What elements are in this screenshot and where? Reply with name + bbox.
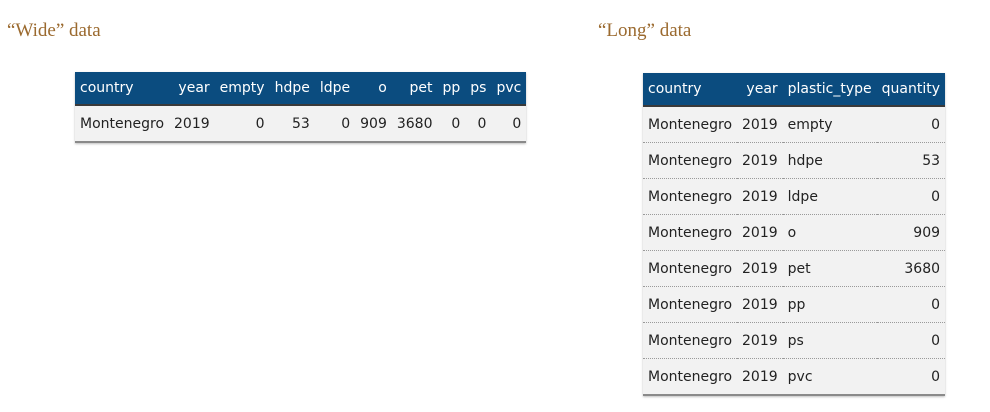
long-header-quantity: quantity [876, 73, 946, 107]
long-cell-quantity: 0 [876, 358, 946, 396]
wide-cell-o: 909 [355, 105, 392, 143]
wide-cell-ps: 0 [465, 105, 492, 143]
wide-header-ps: ps [465, 72, 492, 106]
long-cell-year: 2019 [737, 358, 783, 396]
long-header-row: country year plastic_type quantity [643, 73, 946, 107]
long-cell-country: Montenegro [643, 142, 738, 179]
long-cell-plastic-type: pet [782, 250, 877, 287]
long-cell-plastic-type: ldpe [782, 178, 877, 215]
long-cell-quantity: 0 [876, 322, 946, 359]
wide-cell-pvc: 0 [491, 105, 527, 143]
long-cell-year: 2019 [737, 142, 783, 179]
long-cell-year: 2019 [737, 106, 783, 143]
wide-header-o: o [355, 72, 392, 106]
long-header-year: year [737, 73, 783, 107]
long-cell-country: Montenegro [643, 322, 738, 359]
wide-header-hdpe: hdpe [269, 72, 315, 106]
wide-cell-ldpe: 0 [314, 105, 356, 143]
long-data-caption: “Long” data [598, 20, 692, 41]
table-row: Montenegro 2019 pp 0 [643, 286, 946, 323]
long-cell-year: 2019 [737, 178, 783, 215]
long-cell-quantity: 0 [876, 178, 946, 215]
long-cell-quantity: 53 [876, 142, 946, 179]
wide-header-country: country [75, 72, 170, 106]
wide-header-row: country year empty hdpe ldpe o pet pp ps… [75, 72, 527, 106]
long-cell-plastic-type: pp [782, 286, 877, 323]
long-cell-year: 2019 [737, 322, 783, 359]
long-cell-quantity: 0 [876, 286, 946, 323]
table-row: Montenegro 2019 pet 3680 [643, 250, 946, 287]
wide-data-table: country year empty hdpe ldpe o pet pp ps… [75, 72, 527, 143]
wide-header-year: year [169, 72, 215, 106]
long-cell-year: 2019 [737, 214, 783, 251]
long-cell-plastic-type: ps [782, 322, 877, 359]
table-row: Montenegro 2019 ldpe 0 [643, 178, 946, 215]
table-row: Montenegro 2019 ps 0 [643, 322, 946, 359]
long-cell-country: Montenegro [643, 250, 738, 287]
wide-cell-pp: 0 [437, 105, 466, 143]
wide-cell-hdpe: 53 [269, 105, 315, 143]
table-row: Montenegro 2019 empty 0 [643, 106, 946, 143]
long-cell-plastic-type: empty [782, 106, 877, 143]
long-data-table: country year plastic_type quantity Monte… [643, 73, 946, 396]
long-cell-plastic-type: pvc [782, 358, 877, 396]
table-row: Montenegro 2019 pvc 0 [643, 358, 946, 396]
long-cell-country: Montenegro [643, 358, 738, 396]
long-cell-country: Montenegro [643, 106, 738, 143]
wide-header-pet: pet [391, 72, 438, 106]
long-cell-quantity: 0 [876, 106, 946, 143]
wide-header-pvc: pvc [491, 72, 527, 106]
wide-header-pp: pp [437, 72, 466, 106]
wide-cell-empty: 0 [214, 105, 270, 143]
wide-header-ldpe: ldpe [314, 72, 356, 106]
wide-cell-pet: 3680 [391, 105, 438, 143]
long-cell-country: Montenegro [643, 286, 738, 323]
table-row: Montenegro 2019 hdpe 53 [643, 142, 946, 179]
long-cell-plastic-type: o [782, 214, 877, 251]
table-row: Montenegro 2019 0 53 0 909 3680 0 0 0 [75, 105, 527, 143]
long-cell-year: 2019 [737, 286, 783, 323]
long-cell-quantity: 909 [876, 214, 946, 251]
long-header-plastic-type: plastic_type [782, 73, 877, 107]
wide-data-caption: “Wide” data [7, 20, 101, 41]
wide-cell-year: 2019 [169, 105, 215, 143]
long-cell-year: 2019 [737, 250, 783, 287]
long-cell-plastic-type: hdpe [782, 142, 877, 179]
long-cell-country: Montenegro [643, 178, 738, 215]
long-cell-quantity: 3680 [876, 250, 946, 287]
wide-header-empty: empty [214, 72, 270, 106]
long-header-country: country [643, 73, 738, 107]
long-cell-country: Montenegro [643, 214, 738, 251]
table-row: Montenegro 2019 o 909 [643, 214, 946, 251]
wide-cell-country: Montenegro [75, 105, 170, 143]
